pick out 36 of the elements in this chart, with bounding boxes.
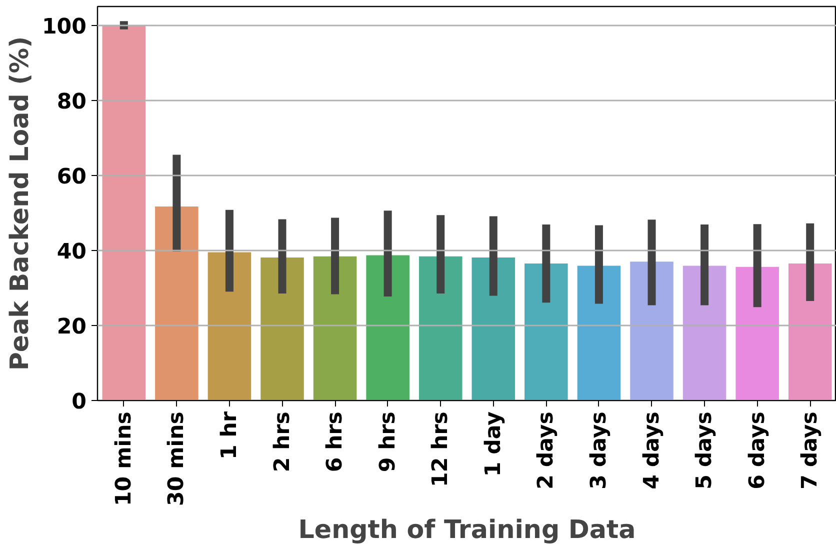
- bar: [418, 256, 462, 400]
- bar: [102, 25, 146, 400]
- x-tick-label: 1 hr: [216, 411, 242, 460]
- y-tick-label: 100: [42, 14, 87, 40]
- bar: [736, 266, 779, 400]
- x-tick-label: 1 day: [480, 411, 506, 477]
- x-tick-label: 10 mins: [111, 411, 136, 506]
- x-tick-label: 6 hrs: [322, 411, 348, 472]
- x-tick-label: 2 days: [534, 411, 559, 490]
- x-tick-label: 5 days: [692, 411, 718, 490]
- bar: [366, 255, 410, 400]
- bar: [682, 266, 726, 400]
- x-tick-label: 30 mins: [164, 411, 190, 506]
- x-tick-label: 7 days: [798, 411, 823, 490]
- y-tick-label: 40: [56, 239, 87, 264]
- x-tick-label: 3 days: [586, 411, 612, 490]
- bar: [313, 256, 357, 400]
- bar: [155, 206, 198, 400]
- bar: [630, 262, 674, 400]
- x-axis-title: Length of Training Data: [298, 514, 636, 544]
- bar: [208, 252, 252, 400]
- bar: [577, 266, 621, 400]
- y-tick-label: 60: [56, 164, 87, 190]
- x-tick-label: 9 hrs: [375, 411, 400, 472]
- x-tick-label: 2 hrs: [270, 411, 295, 472]
- x-tick-label: 6 days: [744, 411, 770, 490]
- y-tick-label: 0: [72, 390, 87, 414]
- x-tick-label: 12 hrs: [428, 411, 454, 487]
- bar: [472, 258, 516, 400]
- y-tick-label: 20: [56, 314, 87, 340]
- bar: [524, 264, 568, 400]
- y-tick-label: 80: [56, 89, 87, 114]
- x-tick-label: 4 days: [639, 411, 664, 490]
- bar: [788, 264, 832, 400]
- bar: [260, 258, 304, 400]
- y-axis-title: Peak Backend Load (%): [4, 36, 34, 371]
